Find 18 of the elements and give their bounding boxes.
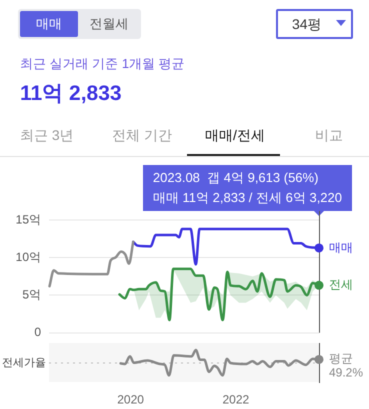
text: 매매/전세 bbox=[205, 127, 265, 145]
segmented-control: 매매 전월세 bbox=[18, 9, 141, 39]
y-tick-label: 15억 bbox=[16, 212, 41, 226]
chart-subtitle: 11억 2,833 bbox=[20, 81, 122, 107]
ref-line-label: 평균 49.2% bbox=[329, 351, 364, 380]
series-label: 매매 bbox=[329, 240, 353, 254]
y-tick-label: 5억 bbox=[22, 288, 41, 302]
text: 비교 bbox=[315, 127, 343, 145]
dropdown-field: 34평 bbox=[276, 9, 353, 39]
x-tick-label: 2020 bbox=[117, 392, 144, 407]
series-label: 전세 bbox=[329, 278, 353, 292]
x-tick-label: 2022 bbox=[222, 392, 250, 407]
text: 전세가율 bbox=[2, 357, 46, 370]
y-tick-label: 10억 bbox=[16, 250, 41, 264]
text: 최근 3년 bbox=[20, 127, 74, 145]
text: 전체 기간 bbox=[112, 127, 172, 145]
chart-title: 최근 실거래 기준 1개월 평균 bbox=[20, 55, 185, 73]
y-tick-label: 0 bbox=[34, 325, 42, 340]
